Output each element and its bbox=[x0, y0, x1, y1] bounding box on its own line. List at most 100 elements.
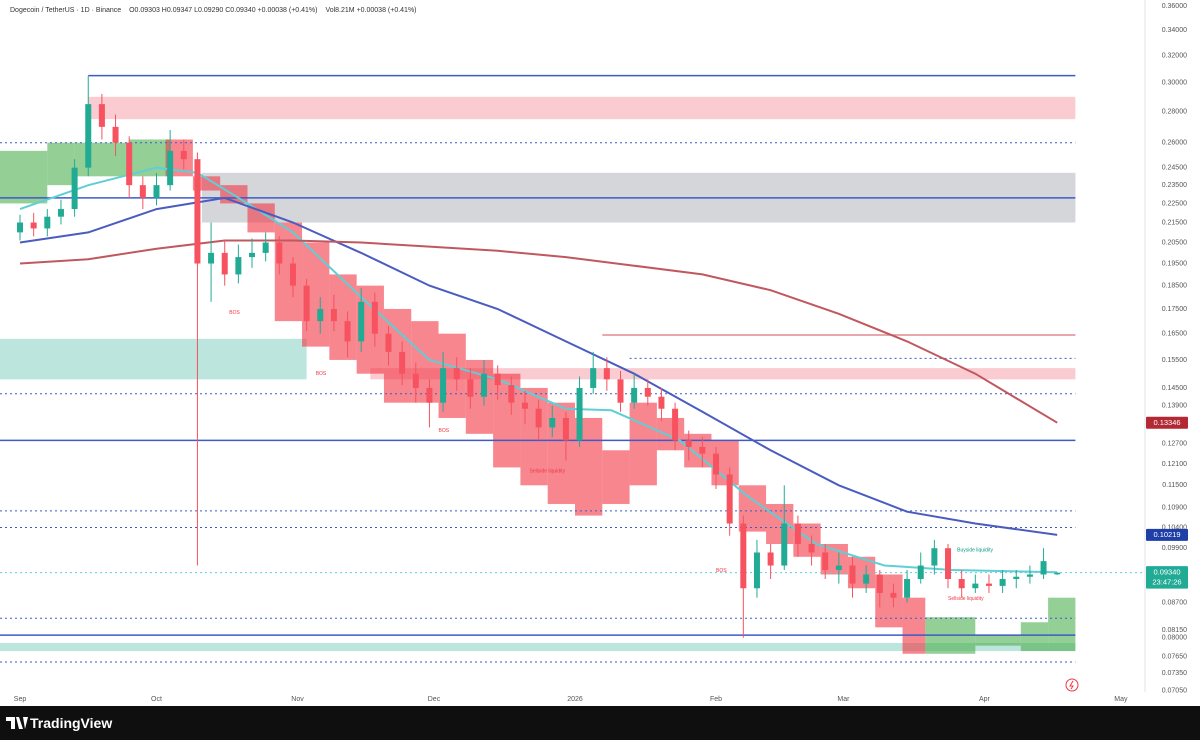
y-tick-label: 0.30000 bbox=[1162, 79, 1187, 86]
brand-name[interactable]: TradingView bbox=[30, 715, 113, 731]
y-tick-label: 0.08000 bbox=[1162, 635, 1187, 642]
candle-body bbox=[180, 150, 187, 160]
price-badge bbox=[1146, 566, 1188, 589]
y-tick-label: 0.16500 bbox=[1162, 331, 1187, 338]
y-tick-label: 0.22500 bbox=[1162, 200, 1187, 207]
x-tick-label: Oct bbox=[151, 696, 162, 703]
annotation: BOS bbox=[229, 310, 240, 316]
y-tick-label: 0.07050 bbox=[1162, 688, 1187, 695]
y-tick-label: 0.32000 bbox=[1162, 52, 1187, 59]
candle-body bbox=[494, 373, 501, 386]
bull-cloud bbox=[0, 150, 48, 204]
y-tick-label: 0.08150 bbox=[1162, 627, 1187, 634]
x-tick-label: Sep bbox=[14, 696, 27, 703]
candle-body bbox=[549, 417, 556, 428]
bull-cloud bbox=[129, 139, 171, 177]
lightning-icon[interactable] bbox=[1065, 678, 1079, 692]
zone bbox=[88, 96, 1076, 120]
price-badge-label: 0.09340 bbox=[1153, 568, 1180, 577]
y-tick-label: 0.13900 bbox=[1162, 403, 1187, 410]
annotation: Sellside liquidity bbox=[948, 596, 984, 602]
candle-body bbox=[98, 104, 105, 127]
candle-body bbox=[85, 104, 92, 168]
candle-body bbox=[808, 543, 815, 553]
x-tick-label: May bbox=[1114, 696, 1128, 703]
y-tick-label: 0.07350 bbox=[1162, 670, 1187, 677]
candle-body bbox=[576, 387, 583, 441]
candle-body bbox=[303, 285, 310, 322]
candle-body bbox=[876, 574, 883, 593]
bull-cloud bbox=[1020, 622, 1049, 652]
annotation: Sellside liquidity bbox=[530, 468, 566, 474]
y-tick-label: 0.12700 bbox=[1162, 440, 1187, 447]
x-tick-label: Dec bbox=[428, 696, 441, 703]
candle-body bbox=[985, 583, 992, 586]
candle-body bbox=[849, 565, 856, 584]
y-tick-label: 0.19500 bbox=[1162, 260, 1187, 267]
y-tick-label: 0.34000 bbox=[1162, 27, 1187, 34]
candle-body bbox=[726, 474, 733, 524]
x-tick-label: Nov bbox=[291, 696, 304, 703]
candle-body bbox=[385, 333, 392, 352]
candle-body bbox=[904, 579, 911, 598]
candle-body bbox=[535, 408, 542, 428]
candle-body bbox=[1026, 574, 1033, 577]
candle-body bbox=[289, 263, 296, 286]
candle-body bbox=[153, 185, 160, 198]
candle-body bbox=[590, 368, 597, 388]
candle-body bbox=[644, 387, 651, 397]
candle-body bbox=[672, 408, 679, 441]
candle-body bbox=[713, 453, 720, 475]
candle-body bbox=[945, 548, 952, 580]
candle-body bbox=[685, 440, 692, 447]
x-tick-label: Apr bbox=[979, 696, 991, 703]
price-badge bbox=[1146, 528, 1188, 541]
candle-body bbox=[358, 301, 365, 342]
x-tick-label: 2026 bbox=[567, 696, 583, 703]
candle-body bbox=[112, 126, 119, 143]
candle-body bbox=[740, 523, 747, 589]
candle-body bbox=[835, 565, 842, 570]
y-tick-label: 0.21500 bbox=[1162, 219, 1187, 226]
candle-body bbox=[330, 308, 337, 322]
candle-body bbox=[399, 351, 406, 374]
bull-cloud bbox=[74, 142, 130, 177]
candle-body bbox=[972, 583, 979, 589]
candle-body bbox=[1040, 561, 1047, 575]
y-tick-label: 0.36000 bbox=[1162, 3, 1187, 10]
y-tick-label: 0.08700 bbox=[1162, 599, 1187, 606]
candle-body bbox=[481, 373, 488, 397]
candle-body bbox=[453, 368, 460, 380]
brand-logo bbox=[6, 717, 28, 729]
zone bbox=[0, 642, 1076, 652]
candle-body bbox=[317, 308, 324, 322]
x-tick-label: Mar bbox=[837, 696, 850, 703]
y-tick-label: 0.09900 bbox=[1162, 545, 1187, 552]
symbol-title[interactable]: Dogecoin / TetherUS · 1D · Binance bbox=[10, 7, 122, 14]
candle-body bbox=[562, 417, 569, 441]
candle-body bbox=[194, 159, 201, 264]
candle-body bbox=[822, 552, 829, 570]
y-tick-label: 0.24500 bbox=[1162, 164, 1187, 171]
bull-cloud bbox=[975, 635, 1021, 646]
moving-average bbox=[19, 196, 1058, 536]
candle-body bbox=[440, 368, 447, 403]
ohlc-values: O0.09303 H0.09347 L0.09290 C0.09340 +0.0… bbox=[129, 7, 318, 14]
candle-body bbox=[71, 167, 78, 210]
annotation: BOS bbox=[316, 371, 327, 377]
candle-body bbox=[603, 368, 610, 380]
y-tick-label: 0.28000 bbox=[1162, 108, 1187, 115]
bull-cloud bbox=[47, 142, 75, 186]
price-badge-label: 0.13346 bbox=[1153, 418, 1180, 427]
y-tick-label: 0.11500 bbox=[1162, 482, 1187, 489]
candle-body bbox=[276, 242, 283, 264]
candle-body bbox=[139, 185, 146, 198]
candle-body bbox=[57, 209, 64, 217]
candle-body bbox=[44, 216, 51, 229]
candle-body bbox=[249, 252, 256, 258]
y-tick-label: 0.26000 bbox=[1162, 140, 1187, 147]
candle-body bbox=[344, 321, 351, 342]
y-tick-label: 0.17500 bbox=[1162, 306, 1187, 313]
y-tick-label: 0.18500 bbox=[1162, 282, 1187, 289]
